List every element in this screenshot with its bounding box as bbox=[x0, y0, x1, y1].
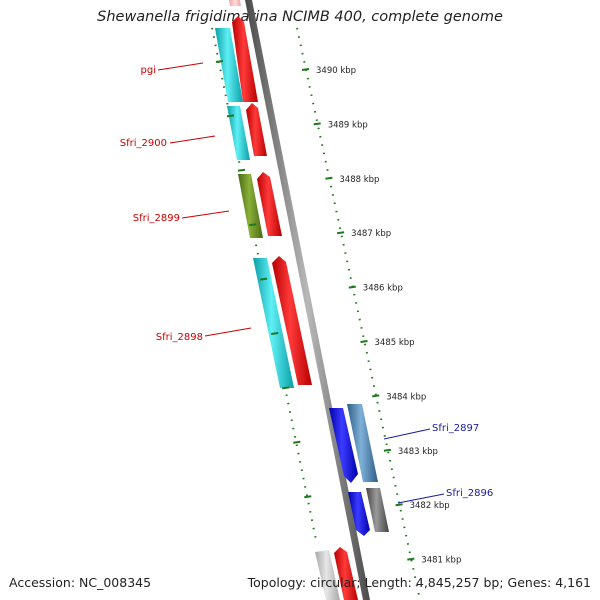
tick-mark-3484 bbox=[372, 394, 380, 398]
gene-sfri-2898-cyan bbox=[253, 258, 294, 388]
inner-tick-mark bbox=[237, 168, 246, 172]
tick-mark-3482 bbox=[395, 503, 403, 507]
tick-mark-3487 bbox=[336, 231, 345, 235]
inner-tick-mark bbox=[215, 60, 224, 63]
tick-label-3489: 3489 kbp bbox=[328, 120, 368, 130]
gene-sfri-2897-steel bbox=[347, 404, 378, 482]
inner-tick-mark bbox=[304, 495, 312, 499]
tick-mark-3481 bbox=[407, 557, 415, 561]
inner-tick-mark bbox=[271, 332, 279, 335]
gene-sfri-2897-blue bbox=[329, 408, 358, 483]
gene-label-sfri-2897[interactable]: Sfri_2897 bbox=[432, 423, 479, 434]
gene-label-sfri-2900[interactable]: Sfri_2900 bbox=[120, 138, 167, 149]
tick-label-3487: 3487 kbp bbox=[351, 229, 391, 239]
inner-tick-mark bbox=[259, 277, 268, 281]
partial-gene-top-pink bbox=[229, 0, 241, 6]
inner-tick-mark bbox=[248, 223, 257, 227]
gene-sfri-2900-red bbox=[246, 103, 267, 156]
gene-label-sfri-2898[interactable]: Sfri_2898 bbox=[156, 332, 203, 343]
tick-label-3482: 3482 kbp bbox=[410, 501, 450, 511]
tick-label-3483: 3483 kbp bbox=[398, 447, 438, 457]
gene-sfri-2899-olive bbox=[238, 174, 263, 238]
inner-tick-marks bbox=[215, 60, 312, 499]
leader-line-sfri-2896 bbox=[397, 493, 445, 504]
tick-marks bbox=[301, 68, 415, 561]
tick-mark-3490 bbox=[301, 68, 310, 71]
tick-mark-3486 bbox=[348, 285, 356, 289]
tick-mark-3485 bbox=[360, 340, 368, 343]
gene-pgi-cyan bbox=[215, 28, 243, 102]
tick-label-3488: 3488 kbp bbox=[339, 175, 379, 185]
gene-label-sfri-2896[interactable]: Sfri_2896 bbox=[446, 488, 493, 499]
tick-label-3485: 3485 kbp bbox=[375, 338, 415, 348]
gene-sfri-2899-red bbox=[257, 172, 282, 236]
genome-title: Shewanella frigidimarina NCIMB 400, comp… bbox=[97, 9, 503, 25]
leader-line-sfri-2900 bbox=[169, 135, 216, 144]
gene-sfri-2896-blue bbox=[348, 492, 370, 536]
leader-line-sfri-2899 bbox=[181, 210, 230, 219]
tick-mark-3489 bbox=[313, 122, 321, 126]
tick-label-3490: 3490 kbp bbox=[316, 66, 356, 76]
partial-gene-bottom-gray bbox=[315, 550, 340, 600]
inner-tick-mark bbox=[293, 440, 301, 444]
gene-label-pgi[interactable]: pgi bbox=[141, 65, 156, 76]
gene-sfri-2896-gray bbox=[366, 488, 389, 532]
gene-sfri-2898-red bbox=[272, 256, 312, 385]
topology-summary: Topology: circular; Length: 4,845,257 bp… bbox=[247, 575, 591, 590]
leader-line-sfri-2898 bbox=[204, 327, 252, 337]
leader-line-pgi bbox=[157, 62, 204, 71]
gene-sfri-2900-cyan bbox=[227, 106, 250, 160]
tick-labels: 3490 kbp 3489 kbp 3488 kbp 3487 kbp 3486 kbp… bbox=[316, 66, 461, 566]
tick-mark-3483 bbox=[383, 448, 392, 452]
tick-label-3481: 3481 kbp bbox=[421, 556, 461, 566]
tick-label-3486: 3486 kbp bbox=[363, 284, 403, 294]
partial-gene-bottom-red bbox=[334, 547, 358, 600]
gene-label-sfri-2899[interactable]: Sfri_2899 bbox=[133, 213, 180, 224]
leader-line-sfri-2897 bbox=[383, 428, 431, 440]
inner-tick-mark bbox=[226, 114, 235, 118]
tick-label-3484: 3484 kbp bbox=[386, 392, 426, 402]
accession-text: Accession: NC_008345 bbox=[9, 575, 152, 590]
inner-tick-mark bbox=[282, 386, 290, 390]
gene-pgi-red bbox=[232, 16, 258, 102]
tick-mark-3488 bbox=[325, 176, 333, 180]
gene-labels: pgi Sfri_2900 Sfri_2899 Sfri_2898 Sfri_2… bbox=[120, 62, 493, 504]
